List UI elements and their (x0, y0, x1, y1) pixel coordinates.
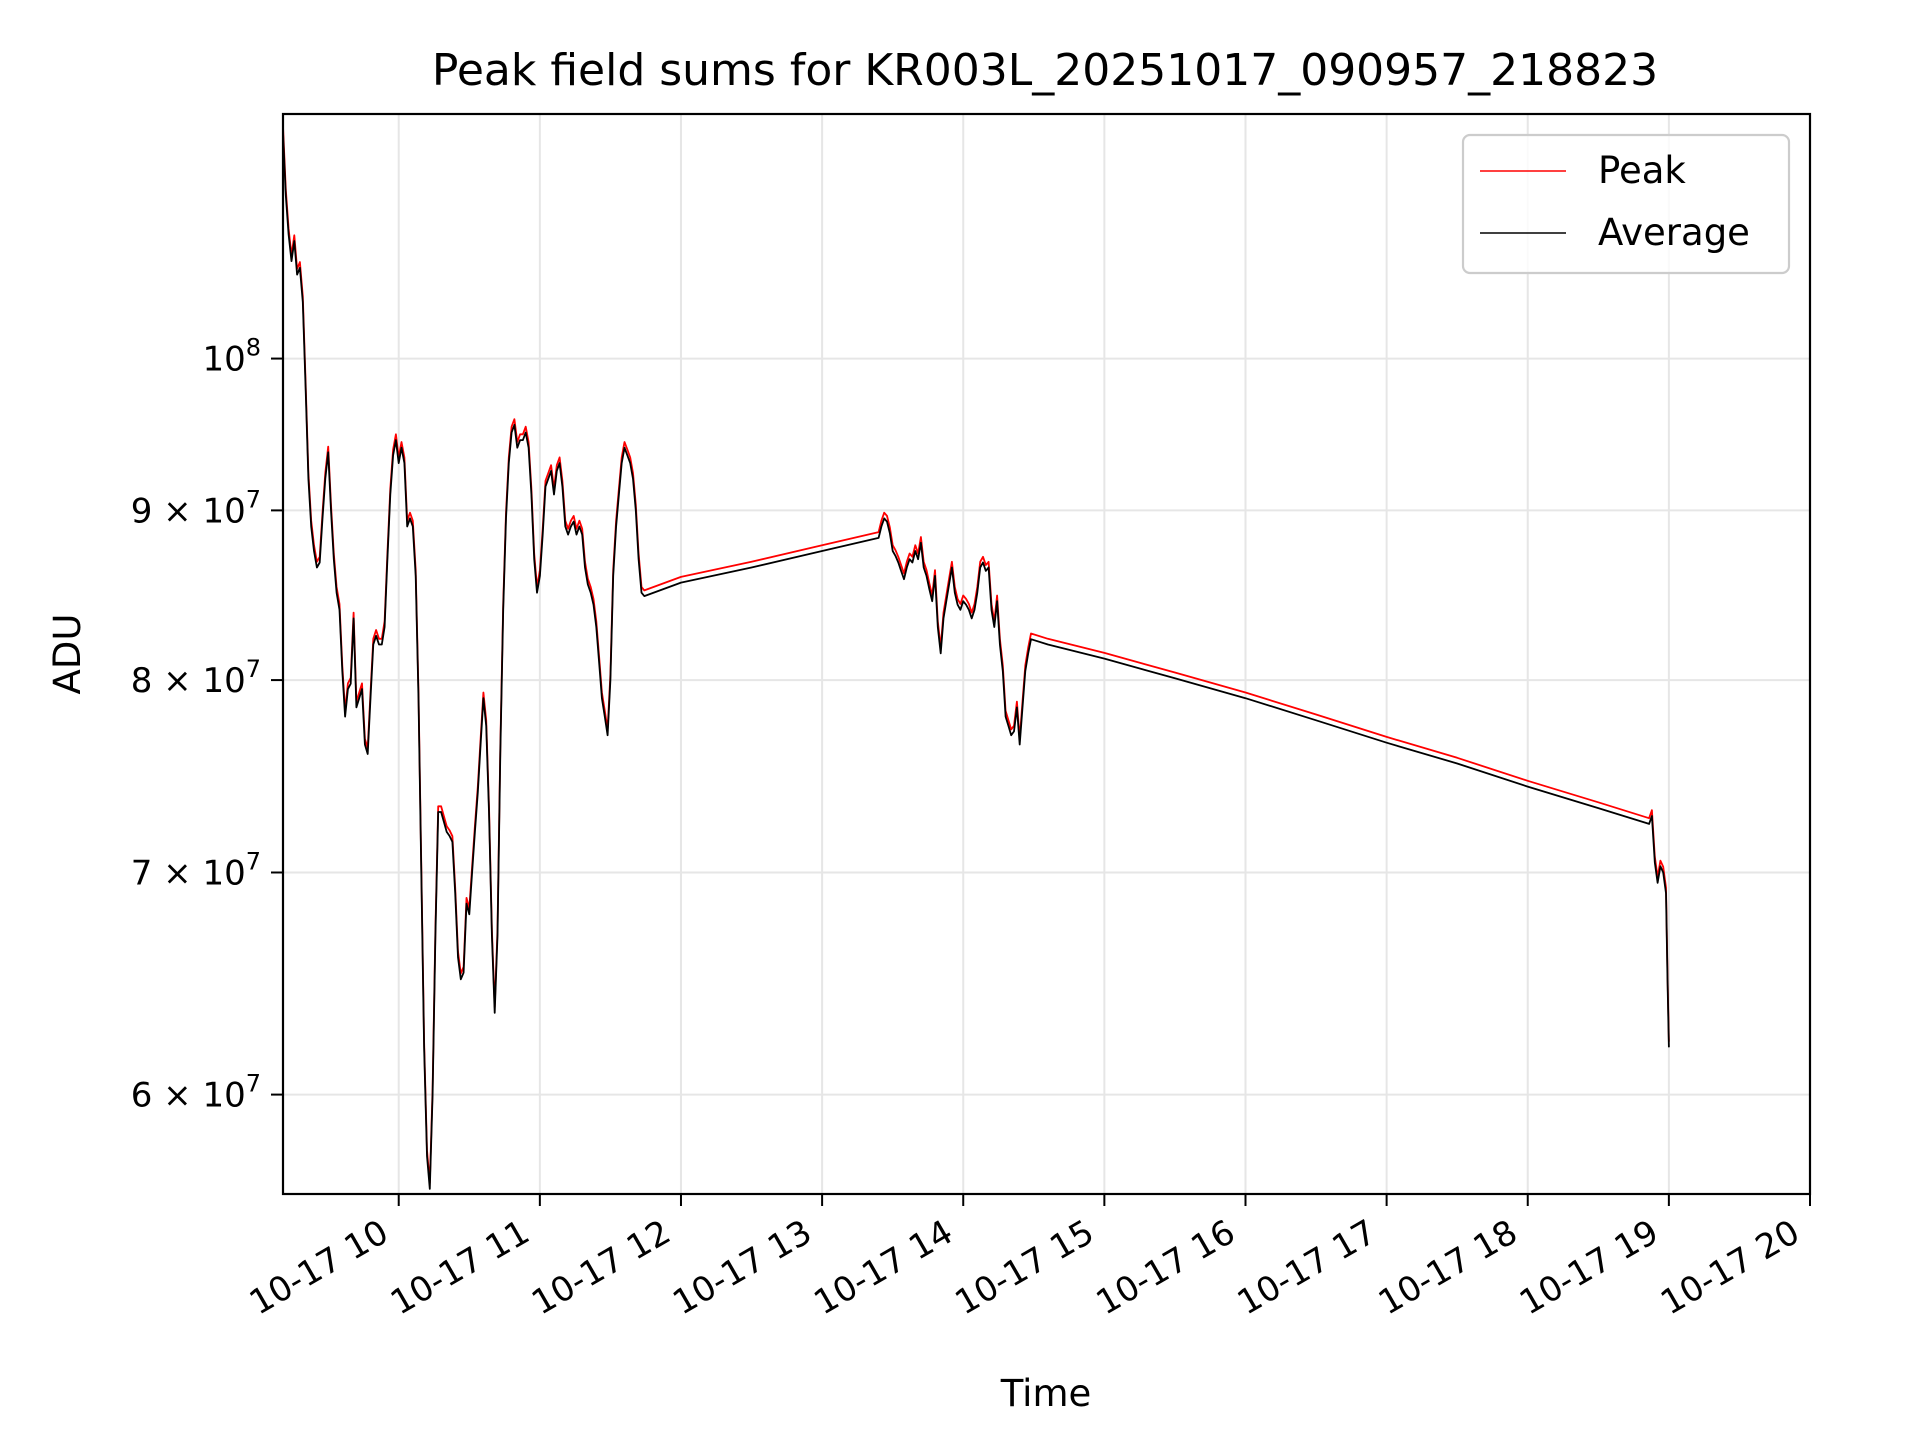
x-axis-label: Time (1000, 1372, 1092, 1415)
y-tick-label: 8 × 107 (131, 655, 261, 701)
legend-average-label: Average (1598, 211, 1750, 254)
y-axis-label: ADU (46, 614, 89, 695)
y-tick-label: 108 (202, 334, 261, 380)
legend: Peak Average (1461, 133, 1791, 275)
series-line-average (283, 132, 1670, 1190)
legend-peak-label: Peak (1598, 149, 1686, 192)
y-axis: 6 × 107 7 × 107 8 × 107 9 × 107 108 (131, 334, 283, 1116)
legend-box (1461, 133, 1791, 275)
plot-frame (281, 112, 1812, 1196)
plot-series-group (283, 126, 1670, 1190)
y-tick-label: 9 × 107 (131, 485, 261, 531)
chart-title: Peak field sums for KR003L_20251017_0909… (432, 45, 1658, 96)
y-tick-label: 6 × 107 (131, 1070, 261, 1116)
series-line-peak (283, 126, 1670, 1184)
y-tick-label: 7 × 107 (131, 847, 261, 893)
